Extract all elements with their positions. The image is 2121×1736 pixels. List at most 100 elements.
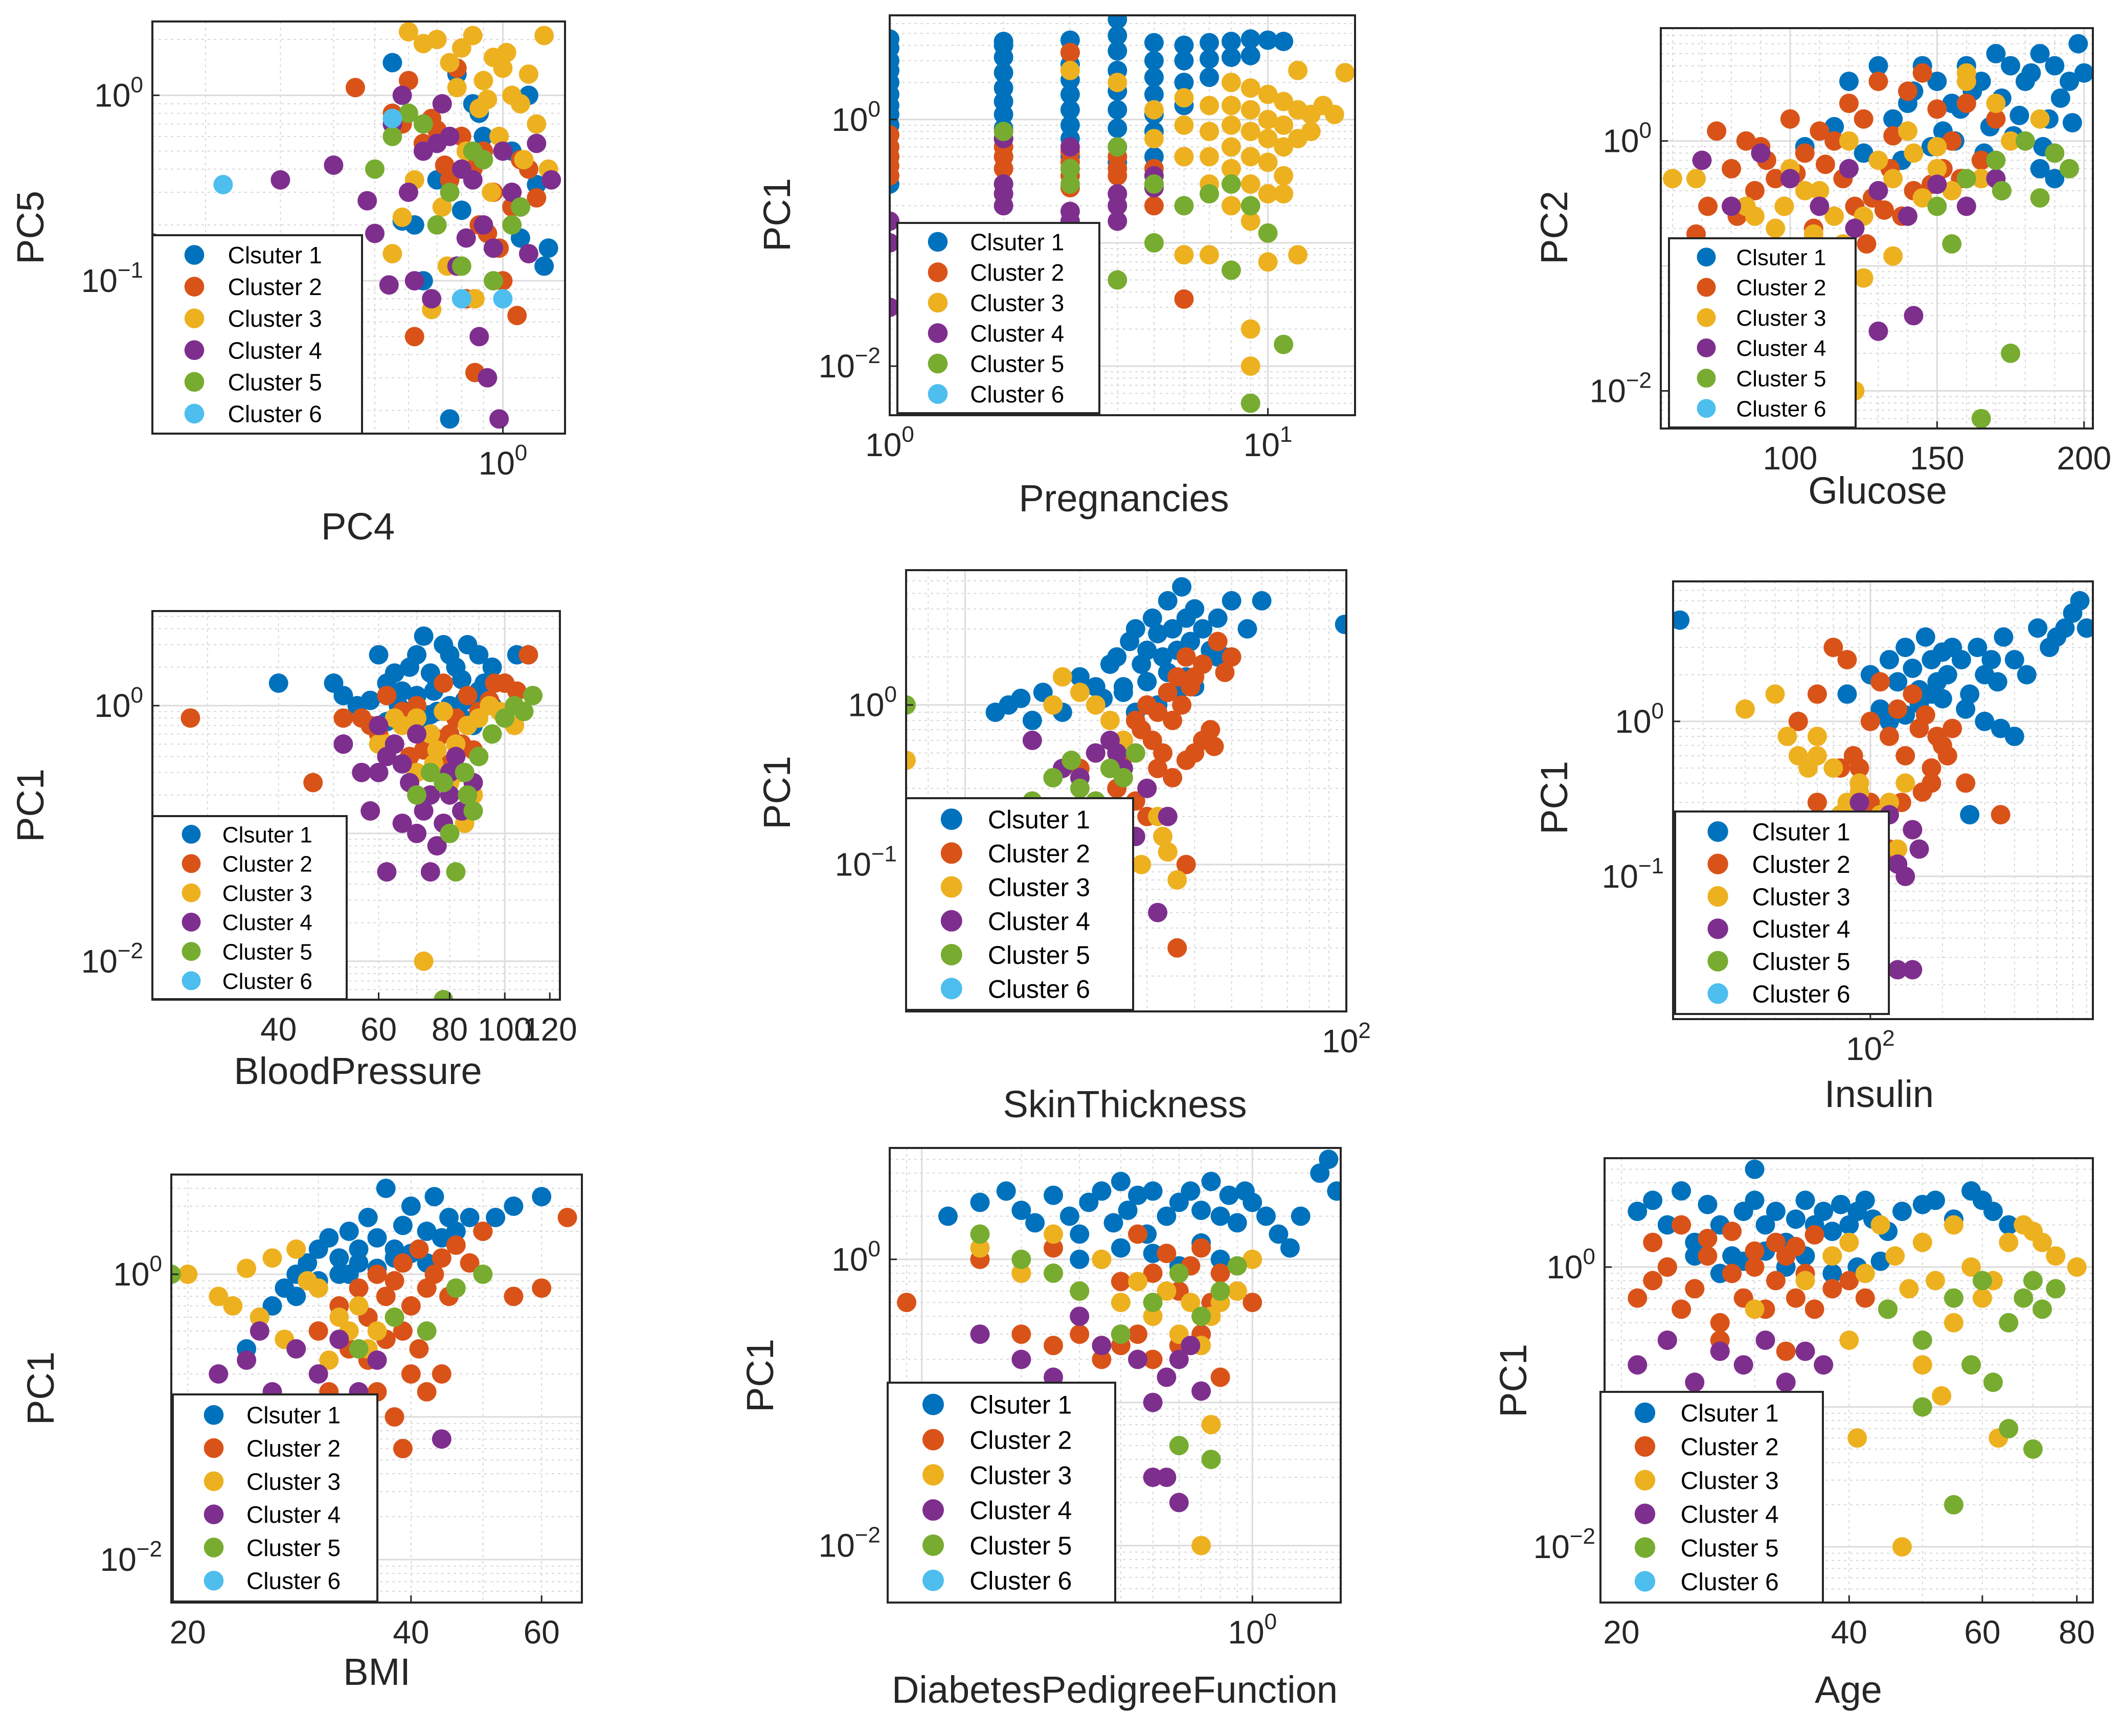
data-point-cluster-3 xyxy=(1227,1281,1247,1301)
data-point-cluster-3 xyxy=(298,1271,318,1291)
data-point-cluster-1 xyxy=(401,1196,421,1216)
data-point-cluster-3 xyxy=(489,126,509,146)
data-point-cluster-1 xyxy=(1335,615,1346,635)
data-point-cluster-2 xyxy=(1710,1313,1730,1333)
legend-marker-cluster-6 xyxy=(184,403,205,424)
x-axis-label: Glucose xyxy=(1808,469,1947,512)
data-point-cluster-5 xyxy=(2001,343,2020,363)
data-point-cluster-4 xyxy=(970,1324,990,1344)
data-point-cluster-2 xyxy=(308,1321,328,1341)
legend-marker-cluster-4 xyxy=(928,323,948,343)
data-point-cluster-1 xyxy=(1975,711,1995,731)
data-point-cluster-3 xyxy=(1956,63,1976,83)
data-point-cluster-5 xyxy=(1169,1436,1189,1455)
data-point-cluster-1 xyxy=(1210,1206,1230,1226)
data-point-cluster-1 xyxy=(1060,100,1080,120)
data-point-cluster-2 xyxy=(1943,718,1962,738)
data-point-cluster-5 xyxy=(1060,174,1080,194)
data-point-cluster-1 xyxy=(1999,1215,2019,1235)
data-point-cluster-4 xyxy=(1868,321,1888,341)
data-point-cluster-2 xyxy=(1874,200,1894,220)
x-axis-label: DiabetesPedigreeFunction xyxy=(892,1669,1338,1711)
data-point-cluster-5 xyxy=(1240,196,1260,216)
data-point-cluster-1 xyxy=(504,1196,524,1216)
data-point-cluster-1 xyxy=(1060,115,1080,135)
legend-label-cluster-1: Clsuter 1 xyxy=(1752,819,1850,846)
data-point-cluster-2 xyxy=(1643,1271,1663,1291)
data-point-cluster-2 xyxy=(518,645,538,665)
data-point-cluster-1 xyxy=(1968,638,1988,658)
data-point-cluster-2 xyxy=(504,1287,524,1306)
data-point-cluster-2 xyxy=(409,1339,429,1359)
data-point-cluster-3 xyxy=(1144,100,1164,120)
data-point-cluster-3 xyxy=(1092,1249,1112,1269)
data-point-cluster-5 xyxy=(1956,169,1976,189)
data-point-cluster-3 xyxy=(382,244,402,264)
legend-label-cluster-2: Cluster 2 xyxy=(1752,851,1850,878)
chart-panel-1: 100 10−1 100 PC4 PC5 Clsuter 1 Cluster 2 Cluste… xyxy=(9,20,566,548)
chart-panel-5: 102 10−1 100 SkinThickness PC1 Clsuter 1 Clust… xyxy=(756,569,1371,1125)
data-point-cluster-5 xyxy=(385,1307,404,1327)
data-point-cluster-2 xyxy=(1815,154,1835,174)
data-point-cluster-1 xyxy=(1125,619,1145,639)
x-tick-label: 40 xyxy=(393,1614,429,1651)
data-point-cluster-2 xyxy=(393,1253,413,1273)
data-point-cluster-3 xyxy=(1200,122,1219,142)
data-point-cluster-1 xyxy=(1870,1251,1890,1271)
data-point-cluster-3 xyxy=(447,78,467,98)
data-point-cluster-3 xyxy=(1777,727,1797,747)
data-point-cluster-6 xyxy=(382,108,402,128)
data-point-cluster-2 xyxy=(507,306,527,325)
data-point-cluster-1 xyxy=(440,409,460,429)
data-point-cluster-3 xyxy=(1011,1263,1031,1283)
data-point-cluster-1 xyxy=(1191,1201,1211,1220)
data-point-cluster-3 xyxy=(1892,1537,1912,1557)
data-point-cluster-4 xyxy=(1722,196,1741,216)
data-point-cluster-1 xyxy=(1059,1206,1079,1226)
data-point-cluster-2 xyxy=(1672,1215,1691,1235)
data-point-cluster-1 xyxy=(1868,56,1888,76)
data-point-cluster-3 xyxy=(1971,169,1991,189)
data-point-cluster-1 xyxy=(2004,727,2024,747)
data-point-cluster-1 xyxy=(1185,599,1205,619)
data-point-cluster-5 xyxy=(1113,768,1133,787)
data-point-cluster-2 xyxy=(404,327,424,347)
data-point-cluster-3 xyxy=(473,71,493,91)
y-tick-label: 100 xyxy=(831,1236,881,1278)
data-point-cluster-3 xyxy=(385,708,404,728)
data-point-cluster-2 xyxy=(1839,1271,1859,1291)
axes-frame xyxy=(905,569,1347,1012)
legend-marker-cluster-3 xyxy=(1634,1470,1656,1491)
data-points xyxy=(171,1179,577,1458)
x-axis-label: Pregnancies xyxy=(1019,477,1229,520)
data-point-cluster-1 xyxy=(2001,56,2020,76)
data-point-cluster-2 xyxy=(401,1364,421,1384)
y-tick-label: 100 xyxy=(1603,118,1652,160)
data-point-cluster-2 xyxy=(1896,746,1915,765)
data-point-cluster-2 xyxy=(446,1235,466,1255)
x-tick-label: 80 xyxy=(2059,1614,2095,1651)
data-point-cluster-1 xyxy=(385,663,404,683)
legend-label-cluster-5: Cluster 5 xyxy=(246,1535,341,1561)
data-points xyxy=(1628,1159,2087,1557)
data-point-cluster-4 xyxy=(489,409,509,429)
data-point-cluster-3 xyxy=(1823,758,1843,778)
data-point-cluster-4 xyxy=(329,1329,349,1349)
data-point-cluster-5 xyxy=(1108,270,1127,290)
data-point-cluster-5 xyxy=(523,686,543,706)
data-point-cluster-5 xyxy=(1070,778,1090,798)
data-point-cluster-4 xyxy=(414,801,434,821)
data-point-cluster-5 xyxy=(463,801,483,821)
data-point-cluster-2 xyxy=(1927,99,1947,119)
legend-label-cluster-3: Cluster 3 xyxy=(970,290,1064,317)
data-point-cluster-3 xyxy=(1200,96,1219,116)
legend-label-cluster-2: Cluster 2 xyxy=(222,852,312,877)
data-point-cluster-4 xyxy=(1904,306,1924,326)
data-point-cluster-3 xyxy=(1986,94,2006,114)
data-point-cluster-3 xyxy=(1999,1232,2019,1252)
data-point-cluster-2 xyxy=(527,188,547,208)
data-point-cluster-3 xyxy=(427,30,447,50)
data-point-cluster-2 xyxy=(1128,1324,1147,1344)
